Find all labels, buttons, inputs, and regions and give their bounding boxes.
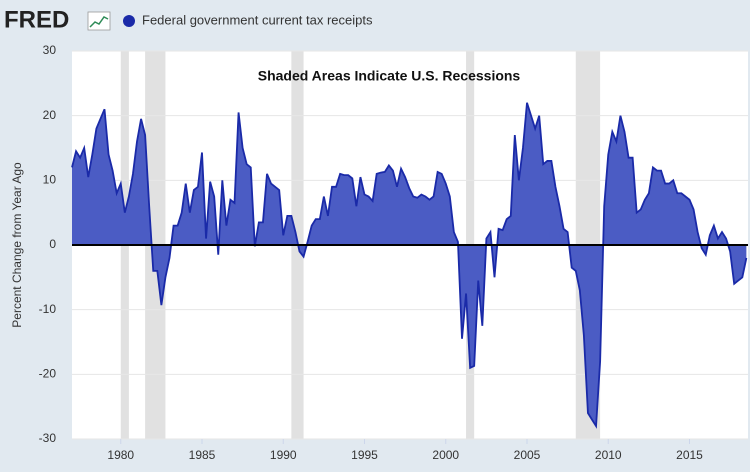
- annotation: Shaded Areas Indicate U.S. Recessions: [258, 68, 521, 84]
- y-tick-label: -30: [39, 431, 57, 445]
- y-tick-label: 30: [43, 43, 57, 57]
- x-tick-label: 1995: [351, 448, 378, 462]
- y-tick-label: -10: [39, 302, 57, 316]
- legend-label: Federal government current tax receipts: [142, 12, 373, 27]
- x-tick-label: 2005: [514, 448, 541, 462]
- x-tick-label: 2010: [595, 448, 622, 462]
- x-tick-label: 1985: [189, 448, 216, 462]
- legend-marker: [123, 15, 135, 27]
- x-tick-label: 1980: [107, 448, 134, 462]
- x-tick-label: 2000: [432, 448, 459, 462]
- y-tick-label: 20: [43, 108, 57, 122]
- line: [71, 102, 748, 429]
- y-tick-label: 10: [43, 173, 57, 187]
- y-axis-label: Percent Change from Year Ago: [10, 162, 24, 328]
- x-tick-label: 1990: [270, 448, 297, 462]
- y-tick-label: 0: [49, 237, 56, 251]
- logo: FRED: [4, 6, 69, 33]
- logo-icon: [87, 11, 111, 31]
- area: [72, 102, 747, 427]
- x-tick-label: 2015: [676, 448, 703, 462]
- y-tick-label: -20: [39, 367, 57, 381]
